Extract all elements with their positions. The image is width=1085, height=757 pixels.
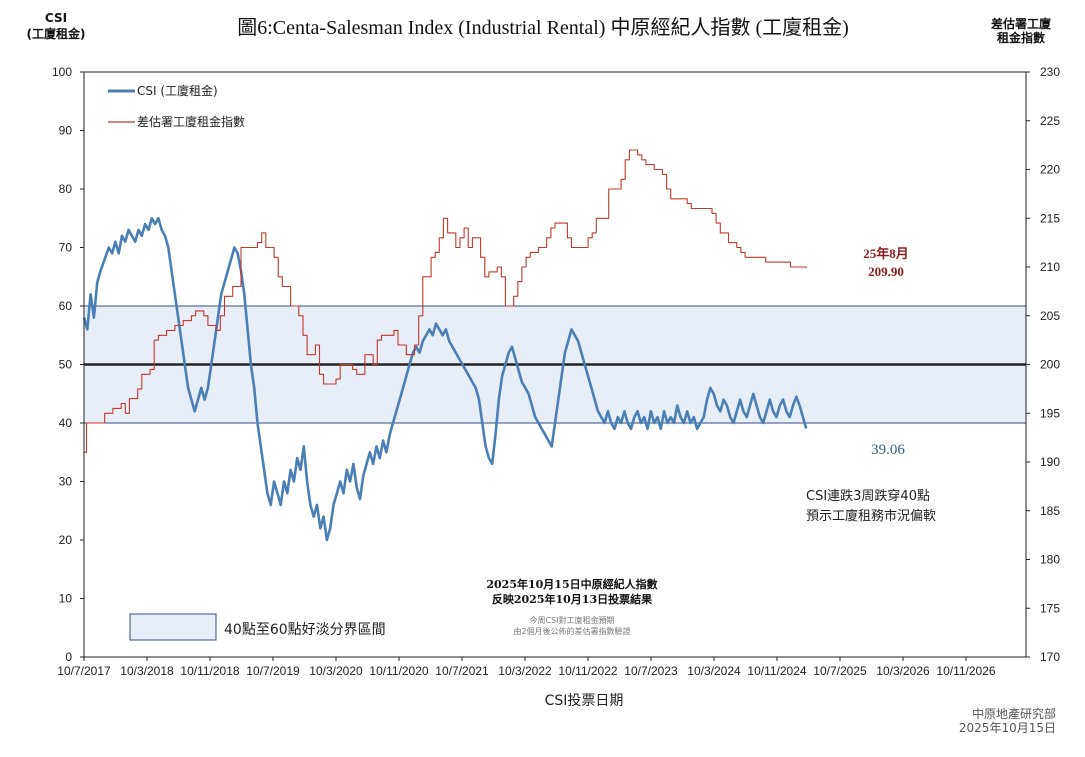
y-right-label-line1: 差估署工廈 [990, 16, 1051, 31]
y-right-tick-label: 170 [1040, 650, 1060, 664]
y-right-label-line2: 租金指數 [997, 30, 1045, 45]
annotation-blue-value: 39.06 [871, 442, 905, 458]
x-tick-label: 10/11/2022 [558, 664, 617, 678]
x-tick-label: 10/3/2024 [687, 664, 741, 678]
x-tick-label: 10/11/2020 [369, 664, 428, 678]
y-right-tick-label: 185 [1040, 504, 1060, 518]
y-right-tick-label: 180 [1040, 553, 1060, 567]
y-right-tick-label: 205 [1040, 309, 1060, 323]
annotation-survey-line1: 2025年10月15日中原經紀人指數 [486, 577, 657, 591]
y-left-tick-label: 0 [65, 650, 72, 664]
band-layer [83, 305, 1027, 424]
x-tick-label: 10/11/2018 [180, 664, 239, 678]
y-left-tick-label: 60 [59, 299, 73, 313]
chart-title: 圖6:Centa-Salesman Index (Industrial Rent… [237, 16, 849, 39]
annotation-red-value: 209.90 [868, 264, 904, 279]
y-right-tick-label: 175 [1040, 601, 1060, 615]
y-left-tick-label: 10 [59, 592, 73, 606]
x-axis-label: CSI投票日期 [545, 693, 624, 709]
annotation-comment-line1: CSI連跌3周跌穿40點 [806, 488, 930, 504]
y-right-tick-label: 230 [1040, 65, 1060, 79]
y-left-tick-label: 50 [59, 358, 73, 372]
band-legend-swatch [129, 613, 217, 641]
legend-label-csi: CSI (工廈租金) [137, 83, 218, 98]
x-tick-label: 10/3/2026 [876, 664, 930, 678]
annotation-red-date: 25年8月 [863, 246, 909, 261]
footer-date: 2025年10月15日 [959, 721, 1056, 735]
y-right-tick-label: 215 [1040, 211, 1060, 225]
y-left-tick-label: 90 [59, 124, 73, 138]
y-right-tick-label: 210 [1040, 260, 1060, 274]
y-right-tick-label: 190 [1040, 455, 1060, 469]
x-tick-label: 10/7/2023 [624, 664, 678, 678]
y-left-label-line1: CSI [45, 11, 67, 25]
annotation-survey-line2: 反映2025年10月13日投票結果 [492, 592, 652, 606]
series-layer [82, 149, 808, 542]
axes-layer: 0 10 20 30 40 50 60 70 80 90 100 170 175 180 185 190 195… [52, 65, 1060, 678]
x-tick-label: 10/11/2024 [747, 664, 806, 678]
x-tick-label: 10/7/2019 [246, 664, 300, 678]
y-right-tick-label: 225 [1040, 114, 1060, 128]
y-right-tick-label: 200 [1040, 358, 1060, 372]
annotation-note-line1: 今周CSI對工廈租金預期 [529, 615, 614, 625]
x-tick-label: 10/7/2025 [813, 664, 867, 678]
annotation-comment-line2: 預示工廈租務市況偏軟 [806, 508, 936, 524]
x-tick-label: 10/11/2026 [936, 664, 995, 678]
annotation-note-line2: 由2個月後公佈的差估署指數驗證 [513, 626, 630, 636]
series-line-csi [82, 217, 808, 542]
legend-label-rva: 差估署工廈租金指數 [137, 114, 245, 129]
y-left-tick-label: 20 [59, 533, 73, 547]
x-tick-label: 10/7/2021 [435, 664, 489, 678]
x-tick-label: 10/7/2017 [57, 664, 111, 678]
text-layer: 圖6:Centa-Salesman Index (Industrial Rent… [27, 11, 1056, 735]
x-tick-label: 10/3/2020 [309, 664, 363, 678]
y-left-tick-label: 30 [59, 475, 73, 489]
y-left-tick-label: 100 [52, 65, 72, 79]
x-tick-label: 10/3/2018 [120, 664, 174, 678]
series-line-rva-index [84, 149, 807, 453]
footer-org: 中原地產研究部 [972, 706, 1056, 721]
y-left-label-line2: (工廈租金) [27, 26, 86, 41]
y-left-tick-label: 40 [59, 416, 73, 430]
band-legend-label: 40點至60點好淡分界區間 [224, 622, 386, 638]
x-tick-label: 10/3/2022 [498, 664, 552, 678]
y-left-tick-label: 70 [59, 241, 73, 255]
y-left-tick-label: 80 [59, 182, 73, 196]
y-right-tick-label: 220 [1040, 163, 1060, 177]
y-right-tick-label: 195 [1040, 406, 1060, 420]
